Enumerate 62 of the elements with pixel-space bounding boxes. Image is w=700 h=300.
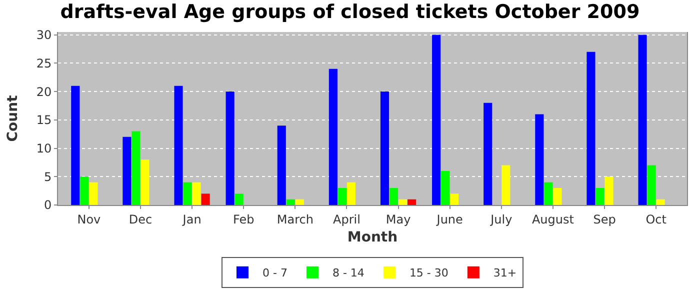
bar: [596, 188, 604, 205]
bar: [140, 160, 150, 205]
bar: [502, 165, 510, 205]
y-tick-label: 0: [44, 198, 52, 212]
legend-label: 31+: [493, 266, 517, 280]
x-tick-label: July: [490, 212, 512, 226]
bar: [89, 182, 98, 205]
x-tick-label: Dec: [128, 212, 152, 226]
x-tick-label: March: [276, 212, 314, 226]
bar: [656, 199, 665, 205]
bar: [441, 170, 450, 205]
bar: [328, 68, 338, 205]
legend-label: 15 - 30: [409, 266, 448, 280]
chart-title: drafts-eval Age groups of closed tickets October 2009: [60, 0, 640, 23]
bar: [450, 194, 459, 205]
bar: [286, 199, 295, 205]
x-tick-label: Nov: [77, 212, 101, 226]
bar: [604, 176, 614, 205]
bar: [122, 136, 132, 205]
bar: [295, 199, 304, 205]
x-tick-label: May: [386, 212, 411, 226]
y-tick-label: 5: [44, 170, 52, 184]
x-tick-label: Oct: [646, 212, 667, 226]
bar: [389, 188, 398, 205]
y-tick-label: 20: [36, 84, 52, 99]
bar: [192, 182, 201, 205]
bar: [234, 194, 244, 205]
bar: [201, 194, 210, 205]
y-tick-label: 15: [36, 113, 52, 128]
y-tick-label: 10: [36, 141, 52, 156]
x-tick-label: Feb: [232, 212, 254, 226]
y-tick-label: 30: [36, 28, 52, 42]
bar: [183, 182, 192, 205]
bar: [553, 188, 562, 205]
bar: [380, 92, 390, 205]
legend-label: 8 - 14: [332, 266, 364, 280]
x-tick-label: Jan: [182, 212, 202, 226]
bar: [80, 176, 89, 205]
bar: [174, 86, 183, 205]
bar: [398, 199, 408, 205]
bar: [586, 52, 596, 205]
bar: [132, 131, 140, 205]
bar: [277, 126, 286, 205]
bar: [484, 102, 492, 205]
bar: [338, 188, 346, 205]
bar: [432, 34, 441, 205]
bar: [647, 165, 656, 205]
bar: [346, 182, 356, 205]
legend-label: 0 - 7: [262, 266, 288, 280]
y-tick-label: 25: [36, 56, 52, 70]
bar: [535, 114, 544, 205]
x-tick-label: Sep: [593, 212, 616, 226]
bar: [544, 182, 553, 205]
bar: [226, 92, 234, 205]
x-axis-title: Month: [347, 230, 398, 246]
x-tick-label: April: [333, 212, 360, 226]
bar: [71, 86, 80, 205]
x-tick-label: June: [436, 212, 463, 226]
bar: [408, 199, 416, 205]
y-axis-title: Count: [4, 94, 21, 142]
bar: [638, 34, 647, 205]
x-tick-label: August: [532, 212, 574, 226]
